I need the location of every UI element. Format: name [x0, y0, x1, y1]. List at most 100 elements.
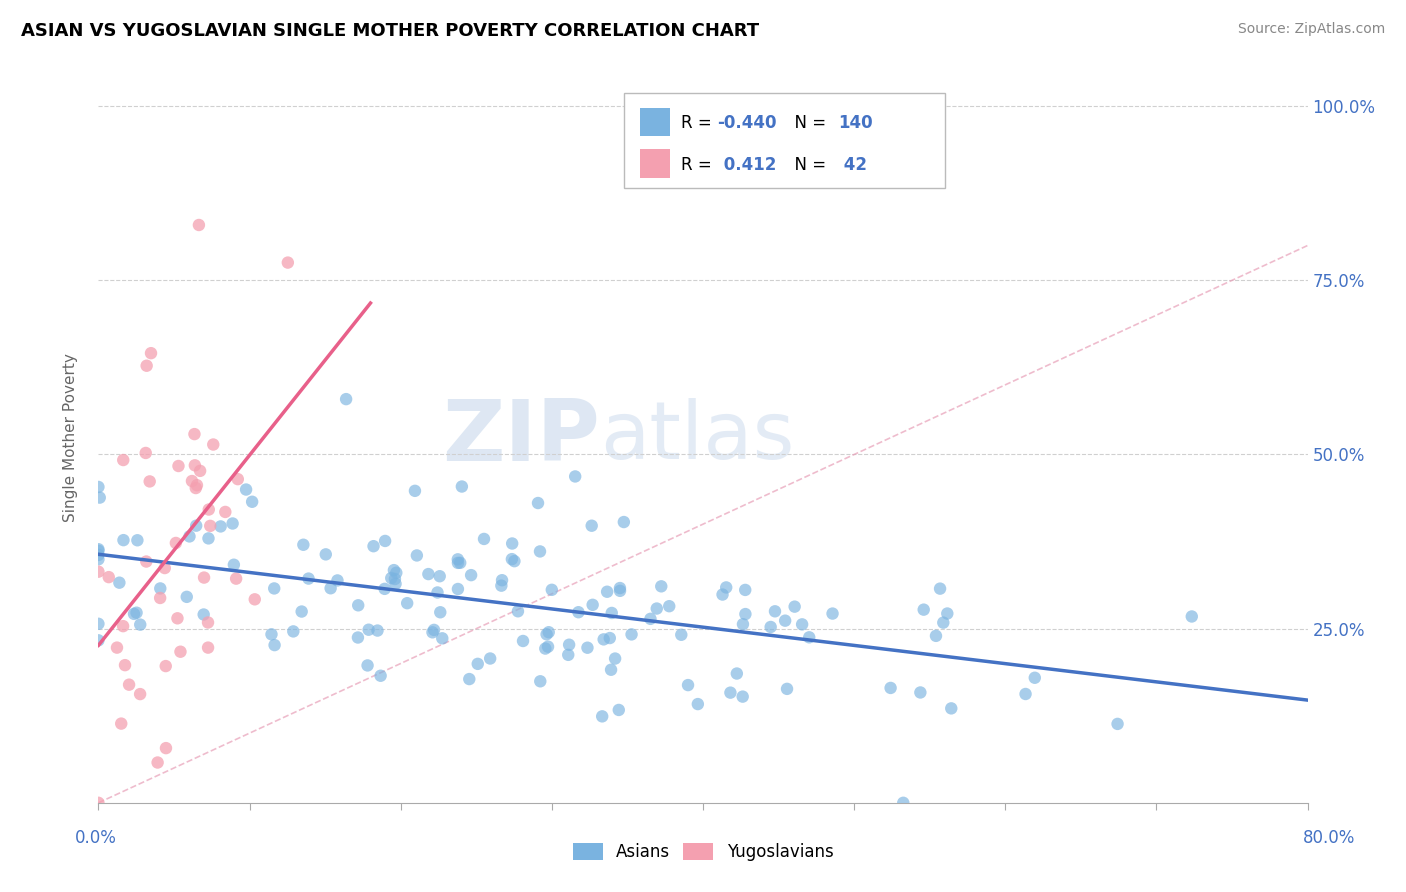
- Point: [910, 685, 932, 699]
- Point: [87, 543, 110, 558]
- Point: [423, 623, 446, 637]
- Point: [447, 552, 470, 566]
- Text: R =: R =: [682, 155, 717, 174]
- Point: [581, 518, 603, 533]
- Point: [263, 582, 285, 596]
- Point: [385, 566, 408, 580]
- Point: [155, 741, 177, 756]
- Text: ZIP: ZIP: [443, 395, 600, 479]
- Point: [87, 542, 110, 557]
- Point: [711, 588, 734, 602]
- Text: 0.0%: 0.0%: [75, 829, 117, 847]
- Point: [263, 638, 285, 652]
- Point: [725, 666, 748, 681]
- Point: [222, 558, 245, 572]
- Point: [1107, 717, 1129, 731]
- Point: [181, 474, 204, 488]
- Point: [447, 582, 470, 596]
- Point: [193, 607, 215, 622]
- Point: [297, 572, 319, 586]
- Point: [260, 627, 283, 641]
- Point: [658, 599, 681, 614]
- Point: [197, 640, 219, 655]
- Point: [87, 480, 110, 494]
- Point: [472, 532, 495, 546]
- Point: [183, 427, 205, 442]
- Point: [501, 536, 523, 550]
- Point: [491, 573, 513, 587]
- Point: [108, 575, 131, 590]
- Point: [1014, 687, 1036, 701]
- Point: [650, 579, 672, 593]
- Point: [127, 533, 149, 548]
- Point: [591, 709, 613, 723]
- Point: [374, 533, 396, 548]
- Point: [291, 605, 314, 619]
- Point: [135, 446, 157, 460]
- Point: [426, 585, 449, 599]
- Y-axis label: Single Mother Poverty: Single Mother Poverty: [63, 352, 77, 522]
- Point: [363, 539, 385, 553]
- Point: [564, 469, 586, 483]
- Point: [731, 690, 754, 704]
- Point: [479, 651, 502, 665]
- Point: [422, 625, 444, 640]
- Point: [529, 674, 551, 689]
- Point: [418, 567, 440, 582]
- Point: [225, 572, 247, 586]
- Point: [112, 453, 135, 467]
- Point: [718, 686, 741, 700]
- Point: [283, 624, 305, 639]
- Point: [396, 596, 419, 610]
- Point: [613, 515, 636, 529]
- Point: [110, 716, 132, 731]
- Point: [891, 796, 914, 810]
- Point: [941, 701, 963, 715]
- Text: Source: ZipAtlas.com: Source: ZipAtlas.com: [1237, 22, 1385, 37]
- Point: [356, 658, 378, 673]
- Point: [447, 556, 470, 570]
- Point: [529, 544, 551, 558]
- Text: 42: 42: [838, 155, 868, 174]
- Text: 140: 140: [838, 114, 873, 132]
- Point: [184, 481, 207, 495]
- Point: [129, 687, 152, 701]
- Point: [540, 582, 562, 597]
- Point: [114, 658, 136, 673]
- Point: [405, 549, 427, 563]
- Point: [193, 571, 215, 585]
- Point: [221, 516, 243, 531]
- Point: [620, 627, 643, 641]
- Point: [384, 577, 406, 591]
- Point: [87, 633, 110, 648]
- Point: [686, 697, 709, 711]
- Point: [87, 548, 110, 562]
- Point: [912, 602, 935, 616]
- Point: [149, 582, 172, 596]
- Point: [929, 582, 952, 596]
- Point: [370, 669, 392, 683]
- Text: 80.0%: 80.0%: [1302, 829, 1355, 847]
- Point: [149, 591, 172, 605]
- Point: [879, 681, 901, 695]
- Point: [503, 554, 526, 568]
- Point: [557, 648, 579, 662]
- Point: [186, 478, 208, 492]
- Point: [449, 556, 471, 570]
- Point: [214, 505, 236, 519]
- Point: [527, 496, 550, 510]
- Point: [335, 392, 357, 406]
- Point: [97, 570, 120, 584]
- Point: [179, 529, 201, 543]
- Point: [1024, 671, 1046, 685]
- Point: [200, 519, 222, 533]
- Point: [122, 607, 145, 621]
- Point: [146, 756, 169, 770]
- Point: [118, 678, 141, 692]
- Point: [429, 605, 451, 619]
- Point: [609, 583, 631, 598]
- Text: -0.440: -0.440: [717, 114, 778, 132]
- Point: [429, 569, 451, 583]
- Point: [932, 615, 955, 630]
- Point: [460, 568, 482, 582]
